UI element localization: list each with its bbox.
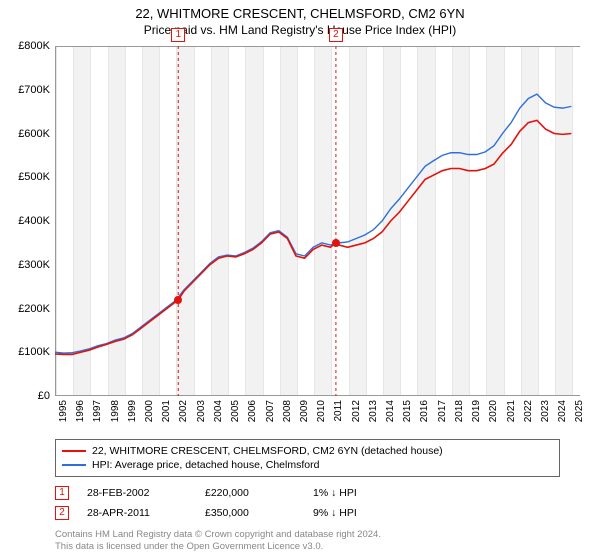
legend-item-hpi: HPI: Average price, detached house, Chel… [62,458,553,472]
chart-plot: 1995199619971998199920002001200220032004… [10,41,590,431]
legend-swatch-hpi [62,464,86,466]
transaction-marker: 2 [55,506,69,520]
legend-label-property: 22, WHITMORE CRESCENT, CHELMSFORD, CM2 6… [92,445,443,457]
transaction-row: 2 28-APR-2011 £350,000 9% ↓ HPI [55,503,560,523]
transaction-date: 28-FEB-2002 [87,487,187,499]
chart-container: 22, WHITMORE CRESCENT, CHELMSFORD, CM2 6… [0,0,600,560]
sale-marker-dot [174,296,182,304]
transaction-price: £350,000 [205,507,295,519]
chart-subtitle: Price paid vs. HM Land Registry's House … [0,21,600,41]
transaction-price: £220,000 [205,487,295,499]
lines-svg [10,41,590,431]
credit-line-1: Contains HM Land Registry data © Crown c… [55,529,560,541]
credit-line-2: This data is licensed under the Open Gov… [55,541,560,553]
legend-label-hpi: HPI: Average price, detached house, Chel… [92,459,319,471]
transaction-diff: 9% ↓ HPI [313,507,403,519]
series-property [55,120,571,354]
chart-legend: 22, WHITMORE CRESCENT, CHELMSFORD, CM2 6… [55,439,560,477]
transaction-marker: 1 [55,486,69,500]
sale-marker-label: 2 [329,28,343,42]
legend-swatch-property [62,450,86,452]
transaction-row: 1 28-FEB-2002 £220,000 1% ↓ HPI [55,483,560,503]
sale-marker-label: 1 [171,28,185,42]
transaction-date: 28-APR-2011 [87,507,187,519]
transactions-table: 1 28-FEB-2002 £220,000 1% ↓ HPI 2 28-APR-2011… [55,483,560,523]
transaction-diff: 1% ↓ HPI [313,487,403,499]
sale-marker-dot [332,239,340,247]
legend-item-property: 22, WHITMORE CRESCENT, CHELMSFORD, CM2 6… [62,444,553,458]
credit-text: Contains HM Land Registry data © Crown c… [55,529,560,553]
series-hpi [55,94,571,353]
chart-title: 22, WHITMORE CRESCENT, CHELMSFORD, CM2 6… [0,0,600,21]
